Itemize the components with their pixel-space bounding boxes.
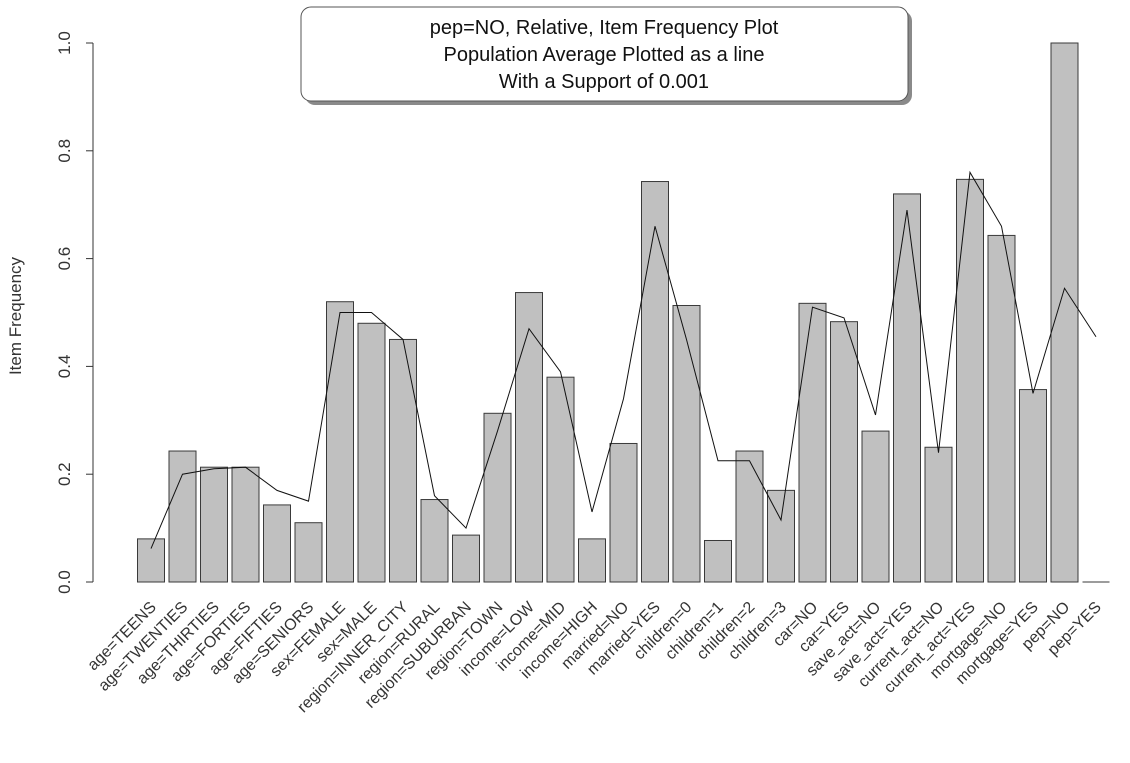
bar [483, 412, 512, 583]
chart-title-line-1: pep=NO, Relative, Item Frequency Plot [430, 17, 779, 39]
bar [1050, 42, 1079, 583]
y-tick-label: 1.0 [55, 31, 74, 55]
bar [578, 538, 606, 583]
bar [767, 489, 795, 583]
bar [641, 181, 669, 583]
y-tick-label: 0.8 [55, 139, 74, 163]
bar [294, 522, 323, 583]
y-axis: 0.0 0.2 0.4 0.6 0.8 1.0 [55, 31, 94, 594]
bar [200, 466, 228, 583]
chart-title-line-3: With a Support of 0.001 [499, 71, 709, 93]
bar [956, 178, 984, 583]
bar [137, 538, 165, 583]
bar [452, 534, 480, 583]
chart-title-box: pep=NO, Relative, Item Frequency Plot Po… [300, 6, 912, 105]
bar [735, 450, 764, 583]
bar [704, 539, 732, 583]
title-box-frame [300, 6, 909, 102]
y-tick-label: 0.0 [55, 570, 74, 594]
y-tick-label: 0.4 [55, 355, 74, 379]
bar [609, 442, 638, 583]
bar [798, 302, 827, 583]
bar [357, 322, 386, 583]
bar [893, 193, 921, 583]
x-tick-labels: age=TEENSage=TWENTIESage=THIRTIESage=FOR… [85, 598, 1105, 716]
bar [924, 446, 953, 583]
bar [546, 376, 575, 583]
chart-title-line-2: Population Average Plotted as a line [444, 44, 765, 66]
bar [231, 466, 260, 583]
bar [830, 321, 858, 583]
bars-group [137, 42, 1110, 583]
bar [420, 499, 449, 583]
bar [326, 301, 354, 583]
y-tick-label: 0.2 [55, 462, 74, 486]
bar [389, 338, 417, 583]
y-axis-title: Item Frequency [6, 256, 25, 375]
y-tick-label: 0.6 [55, 247, 74, 271]
bar [1019, 389, 1047, 583]
bar [168, 450, 197, 583]
bar [861, 430, 890, 583]
bar [987, 234, 1016, 583]
bar [263, 504, 291, 583]
bar [515, 292, 543, 583]
bar [672, 304, 701, 583]
population-average-line-group [150, 170, 1097, 549]
population-average-line [150, 170, 1097, 549]
